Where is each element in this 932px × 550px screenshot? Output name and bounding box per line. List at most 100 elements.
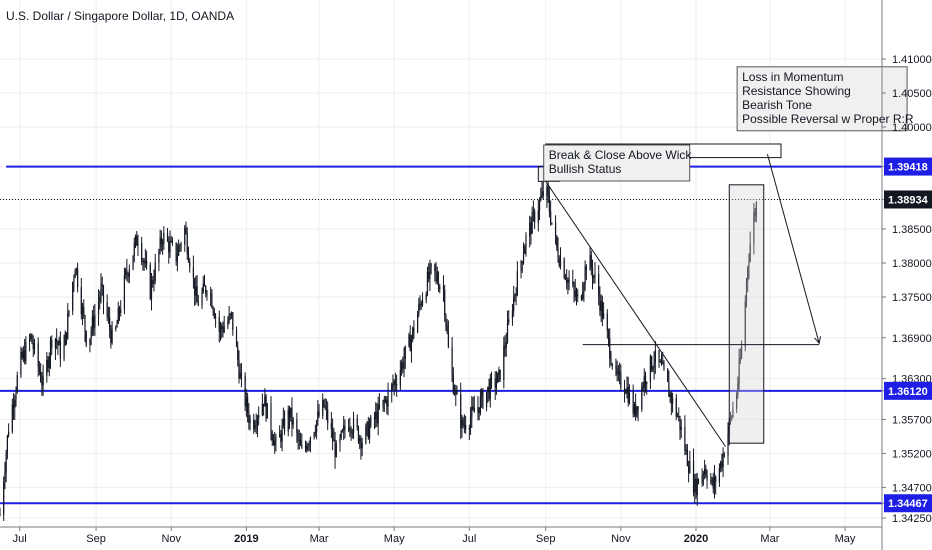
candle-body xyxy=(322,399,324,416)
candle-body xyxy=(515,294,517,296)
candle-body xyxy=(153,280,155,284)
candle-body xyxy=(485,391,488,408)
candle-body xyxy=(554,222,557,236)
candle xyxy=(152,275,154,288)
candle xyxy=(142,257,144,271)
candle-body xyxy=(688,466,690,473)
candle xyxy=(660,353,663,366)
candle xyxy=(745,277,748,308)
candle xyxy=(308,440,310,452)
breakout-note-line: Break & Close Above Wick xyxy=(549,148,693,162)
candle-body xyxy=(452,374,454,393)
candle-body xyxy=(304,445,307,448)
candle xyxy=(33,338,36,355)
candle-body xyxy=(651,356,653,370)
candle xyxy=(585,264,587,281)
candle xyxy=(210,286,212,307)
candle-body xyxy=(232,312,234,331)
candle-body xyxy=(317,411,319,421)
candle xyxy=(609,328,611,368)
candle-body xyxy=(387,392,389,407)
candle-body xyxy=(214,316,217,318)
current-price-tag-bg xyxy=(884,190,932,209)
candle xyxy=(261,393,263,417)
candle-body xyxy=(419,303,421,305)
candle xyxy=(540,187,542,202)
candle-body xyxy=(370,416,372,426)
candle xyxy=(504,335,506,357)
x-tick-label: Jul xyxy=(13,533,27,545)
candle xyxy=(402,356,404,374)
projection-arrow-head xyxy=(814,336,821,345)
candle-body xyxy=(506,322,509,343)
candle xyxy=(366,420,368,437)
candle xyxy=(396,374,398,397)
candle-body xyxy=(610,358,612,365)
candle-body xyxy=(361,442,363,449)
candle-body xyxy=(713,476,716,489)
candle-body xyxy=(47,359,49,368)
candle xyxy=(680,419,682,439)
candle-body xyxy=(590,255,592,269)
candle-body xyxy=(434,264,436,271)
candle-body xyxy=(738,360,740,384)
candle-body xyxy=(357,427,360,442)
candle xyxy=(685,444,687,455)
candle xyxy=(593,274,595,284)
candle-body xyxy=(383,399,385,402)
x-tick-label: May xyxy=(835,533,856,545)
candle-body xyxy=(697,479,700,484)
candle xyxy=(136,231,138,246)
candle-body xyxy=(593,275,595,279)
candle-body xyxy=(508,319,510,323)
candle xyxy=(550,200,552,226)
candle xyxy=(28,333,31,352)
candle xyxy=(617,364,619,382)
candle-body xyxy=(627,387,629,403)
candle xyxy=(22,346,25,363)
candle-body xyxy=(237,346,239,360)
candle xyxy=(65,332,68,345)
candle-body xyxy=(660,361,663,365)
candle-body xyxy=(684,426,686,451)
candle xyxy=(488,378,490,402)
candle xyxy=(49,336,52,369)
candle xyxy=(57,340,59,355)
candle-body xyxy=(649,356,652,383)
candle xyxy=(72,281,74,316)
candle xyxy=(186,227,188,260)
candle xyxy=(287,405,289,437)
candle xyxy=(211,288,213,309)
candle-body xyxy=(229,314,231,316)
candle-body xyxy=(350,428,352,434)
candle-body xyxy=(720,461,722,469)
candle xyxy=(120,300,122,317)
x-tick-label: 2019 xyxy=(234,533,258,545)
candle-body xyxy=(20,352,22,376)
candle xyxy=(334,431,336,469)
candle-body xyxy=(169,241,171,253)
candle xyxy=(559,247,562,270)
candle-body xyxy=(145,260,148,265)
candle xyxy=(74,268,76,279)
candle-body xyxy=(118,308,121,313)
y-tick-label: 1.35700 xyxy=(892,414,932,426)
candle-body xyxy=(306,445,308,450)
momentum-note-line: Loss in Momentum xyxy=(742,70,843,84)
candle xyxy=(297,429,299,450)
candle-body xyxy=(600,301,602,312)
candle-body xyxy=(75,268,77,271)
candle xyxy=(81,302,84,326)
candle-body xyxy=(206,293,208,295)
candle-body xyxy=(6,435,8,454)
candle xyxy=(418,297,420,318)
candle-body xyxy=(494,378,496,388)
candle xyxy=(5,449,7,483)
candle-body xyxy=(583,284,585,293)
candle-body xyxy=(185,227,187,234)
candle xyxy=(583,282,585,302)
candle xyxy=(38,361,41,376)
candle xyxy=(192,255,194,289)
candle xyxy=(304,440,307,453)
